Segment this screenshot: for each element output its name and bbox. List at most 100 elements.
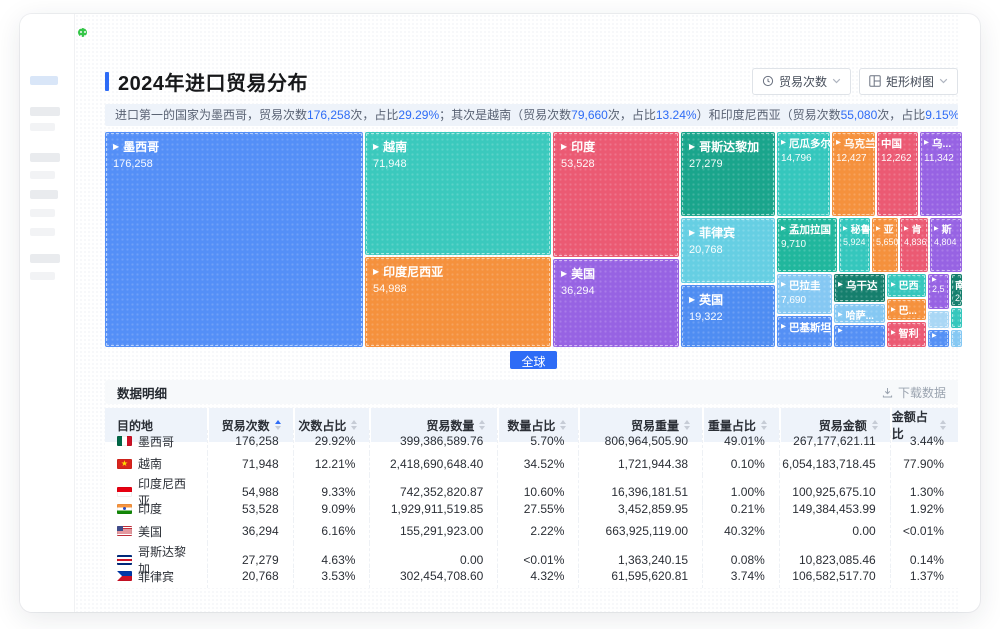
treemap-cell-label: 南 <box>955 281 962 292</box>
metric-selector-button[interactable]: 贸易次数 <box>751 67 851 95</box>
treemap-cell-philippines[interactable]: ▶ 菲律宾 20,768 <box>681 218 775 283</box>
treemap-cell-peru[interactable]: ▶ 秘鲁 5,924 <box>839 218 870 272</box>
clock-circle-icon <box>762 75 774 87</box>
treemap-cell-bangladesh[interactable]: ▶ 孟加拉国 9,710 <box>777 218 837 272</box>
treemap-cell-costa-rica[interactable]: ▶ 哥斯达黎加 27,279 <box>681 132 775 216</box>
treemap-icon <box>869 75 881 87</box>
column-header-4[interactable]: 数量占比 <box>497 408 579 442</box>
value-cell: 0.21% <box>702 497 779 520</box>
value-cell: 9.09% <box>292 497 370 520</box>
treemap-cell-pakistan[interactable]: ▶ 巴基斯坦 <box>777 316 832 347</box>
table-row[interactable]: 印度尼西亚 54,988 9.33% 742,352,820.87 10.60% 16,3… <box>105 475 958 509</box>
treemap-cell-india[interactable]: ▶ 印度 53,528 <box>553 132 679 257</box>
column-header-7[interactable]: 贸易金额 <box>778 408 890 442</box>
column-header-2[interactable]: 次数占比 <box>292 408 370 442</box>
treemap-cell-cell-lightblue-tiny[interactable] <box>951 330 962 347</box>
table-row[interactable]: 美国 36,294 6.16% 155,291,923.00 2.22% 663,925,… <box>105 520 958 543</box>
summary-highlight: 13.24% <box>655 108 697 122</box>
column-header-label: 重量占比 <box>707 418 756 433</box>
treemap-cell-label: ▶ 乌克兰 <box>836 138 875 150</box>
global-button[interactable]: 全球 <box>510 351 557 369</box>
value-cell: 27.55% <box>497 497 578 520</box>
treemap-cell-ba-truncated[interactable]: ▶ 巴... <box>887 299 926 320</box>
play-arrow-icon: ▶ <box>373 141 380 151</box>
sort-carets-icon[interactable] <box>274 420 281 430</box>
treemap-cell-cell-lightblue-small[interactable] <box>928 311 949 328</box>
sidebar-item[interactable] <box>30 123 55 131</box>
treemap-cell-value: 7,690 <box>781 295 807 306</box>
treemap-cell-brazil[interactable]: ▶ 巴西 <box>887 274 926 297</box>
table-row[interactable]: 墨西哥 176,258 29.92% 399,386,589.76 5.70% 806,9… <box>105 430 958 453</box>
treemap-cell-ecuador[interactable]: ▶ 厄瓜多尔 14,796 <box>777 132 830 216</box>
treemap-cell-value: 19,322 <box>689 311 723 323</box>
sort-carets-icon[interactable] <box>760 420 767 430</box>
chart-type-selector-button[interactable]: 矩形树图 <box>858 67 958 95</box>
sort-carets-icon[interactable] <box>351 420 358 430</box>
treemap-cell-uk[interactable]: ▶ 英国 19,322 <box>681 285 775 347</box>
treemap-cell-kazakh-truncated[interactable]: ▶ 哈萨... <box>834 304 885 323</box>
treemap-cell-chile[interactable]: ▶ 智利 <box>887 322 926 347</box>
table-row[interactable]: 印度 53,528 9.09% 1,929,911,519.85 27.55% 3,452… <box>105 497 958 520</box>
treemap-cell-ya-truncated[interactable]: ▶ 亚 5,650 <box>872 218 898 272</box>
sidebar-item[interactable] <box>30 107 60 116</box>
sidebar-item[interactable] <box>30 272 55 280</box>
play-arrow-icon: ▶ <box>843 225 848 232</box>
table-row[interactable]: 哥斯达黎加 27,279 4.63% 0.00 <0.01% 1,363,240.15 0.… <box>105 542 958 577</box>
treemap-cell-cell-purple-small[interactable]: ▶ 2,5 <box>928 274 949 309</box>
treemap-cell-label: ▶ 秘鲁 <box>843 225 870 236</box>
column-header-8[interactable]: 金额占比 <box>889 408 958 442</box>
column-header-label: 目的地 <box>117 418 154 433</box>
treemap-cell-indonesia[interactable]: ▶ 印度尼西亚 54,988 <box>365 257 551 347</box>
sort-carets-icon[interactable] <box>479 420 486 430</box>
download-data-button[interactable]: 下载数据 <box>881 384 946 401</box>
treemap-cell-si-truncated[interactable]: ▶ 斯 4,804 <box>930 218 962 272</box>
destination-cell: 哥斯达黎加 <box>105 543 207 577</box>
sidebar-item[interactable] <box>30 153 60 162</box>
treemap-cell-paraguay[interactable]: ▶ 巴拉圭 7,690 <box>777 274 832 314</box>
treemap-cell-south-truncated[interactable]: 南2,2 <box>951 274 962 306</box>
value-cell: 1,929,911,519.85 <box>369 497 497 520</box>
destination-label: 菲律宾 <box>138 569 175 584</box>
treemap-cell-mexico[interactable]: ▶ 墨西哥 176,258 <box>105 132 363 347</box>
treemap-cell-china[interactable]: 中国 12,262 <box>877 132 918 216</box>
column-header-3[interactable]: 贸易数量 <box>369 408 498 442</box>
sidebar-item[interactable] <box>30 190 58 199</box>
column-header-label: 数量占比 <box>507 418 556 433</box>
column-header-label: 贸易金额 <box>818 418 867 433</box>
treemap-cell-ukraine[interactable]: ▶ 乌克兰 12,427 <box>832 132 875 216</box>
treemap-cell-ken-truncated[interactable]: ▶ 肯 4,836 <box>900 218 928 272</box>
metric-selector-label: 贸易次数 <box>778 74 827 89</box>
sort-carets-icon[interactable] <box>939 420 946 430</box>
table-row[interactable]: 菲律宾 20,768 3.53% 302,454,708.60 4.32% 61,595,… <box>105 565 958 588</box>
treemap-cell-u-truncated[interactable]: ▶ 乌... 11,342 <box>920 132 962 216</box>
table-body: 墨西哥 176,258 29.92% 399,386,589.76 5.70% 806,9… <box>105 430 958 588</box>
sidebar-item[interactable] <box>30 209 55 217</box>
table-row[interactable]: 越南 71,94812.21%2,418,690,648.4034.52%1,72… <box>105 452 958 475</box>
sidebar-item[interactable] <box>30 254 60 263</box>
column-header-6[interactable]: 重量占比 <box>702 408 779 442</box>
treemap-cell-uganda[interactable]: ▶ 乌干达 <box>834 274 885 302</box>
treemap-cell-vietnam[interactable]: ▶ 越南 71,948 <box>365 132 551 255</box>
column-header-5[interactable]: 贸易重量 <box>578 408 703 442</box>
sort-carets-icon[interactable] <box>684 420 691 430</box>
column-header-1[interactable]: 贸易次数 <box>207 408 293 442</box>
sidebar-item-active[interactable] <box>30 76 58 85</box>
sidebar-item[interactable] <box>30 228 55 236</box>
sidebar-item[interactable] <box>30 171 55 179</box>
treemap-cell-usa[interactable]: ▶ 美国 36,294 <box>553 259 679 347</box>
value-cell: 3.44% <box>889 430 958 453</box>
treemap-cell-cell-teal-tiny[interactable] <box>951 308 962 328</box>
destination-label: 印度尼西亚 <box>138 477 187 508</box>
treemap-cell-value: 14,796 <box>781 153 812 164</box>
treemap-cell-cell-blue-small[interactable]: ▶ <box>834 325 885 347</box>
treemap-cell-label: ▶ 印度 <box>561 140 596 154</box>
chart-type-selector-label: 矩形树图 <box>885 74 934 89</box>
value-cell: 5.70% <box>497 430 578 453</box>
column-header-label: 次数占比 <box>298 418 347 433</box>
destination-cell: 印度尼西亚 <box>105 475 207 509</box>
treemap-cell-cell-blue-tiny[interactable]: ▶ <box>928 330 949 347</box>
sort-carets-icon[interactable] <box>560 420 567 430</box>
value-cell: 806,964,505.90 <box>578 430 702 453</box>
sort-carets-icon[interactable] <box>871 420 878 430</box>
download-icon <box>882 387 893 397</box>
